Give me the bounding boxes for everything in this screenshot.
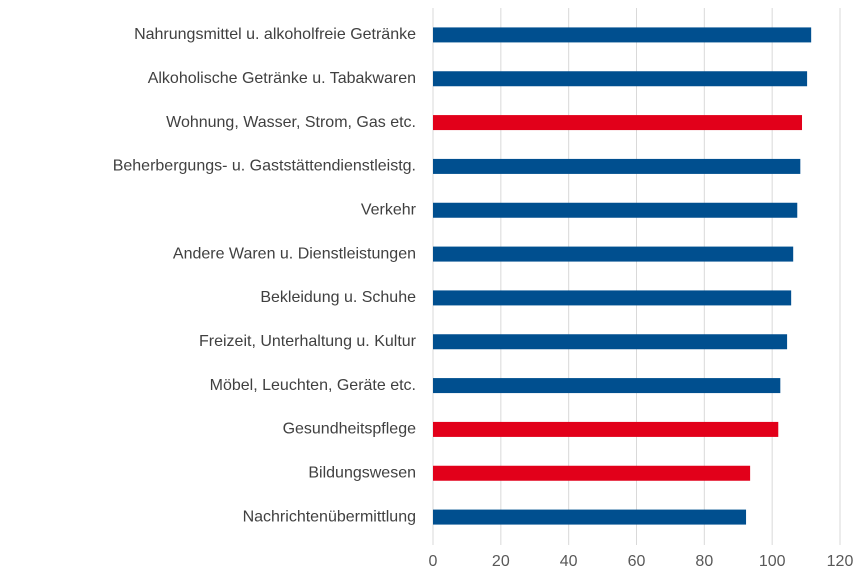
bar — [433, 465, 751, 481]
bar — [433, 158, 801, 174]
y-tick-label: Wohnung, Wasser, Strom, Gas etc. — [166, 114, 416, 131]
y-tick-label: Nahrungsmittel u. alkoholfreie Getränke — [134, 26, 416, 43]
y-tick-label: Freizeit, Unterhaltung u. Kultur — [199, 333, 417, 350]
x-tick-label: 100 — [759, 553, 786, 570]
bar — [433, 115, 803, 131]
y-tick-label: Bildungswesen — [308, 464, 416, 481]
bar — [433, 27, 812, 43]
y-tick-label: Verkehr — [361, 201, 417, 218]
x-tick-label: 60 — [628, 553, 646, 570]
bar — [433, 509, 747, 525]
bar — [433, 378, 781, 394]
bar — [433, 421, 779, 437]
bar — [433, 202, 798, 218]
y-tick-label: Möbel, Leuchten, Geräte etc. — [210, 377, 416, 394]
y-tick-label: Bekleidung u. Schuhe — [260, 289, 416, 306]
bar — [433, 246, 794, 262]
bar — [433, 71, 808, 87]
y-tick-label: Alkoholische Getränke u. Tabakwaren — [148, 70, 416, 87]
x-tick-label: 40 — [560, 553, 578, 570]
x-tick-label: 80 — [695, 553, 713, 570]
y-tick-label: Beherbergungs- u. Gaststättendienstleist… — [113, 158, 416, 175]
x-tick-label: 0 — [429, 553, 438, 570]
y-tick-label: Nachrichtenübermittlung — [243, 508, 416, 525]
bar — [433, 290, 792, 306]
bar — [433, 334, 788, 350]
x-tick-label: 120 — [827, 553, 854, 570]
y-tick-label: Gesundheitspflege — [283, 421, 417, 438]
y-tick-label: Andere Waren u. Dienstleistungen — [173, 245, 416, 262]
x-tick-label: 20 — [492, 553, 510, 570]
